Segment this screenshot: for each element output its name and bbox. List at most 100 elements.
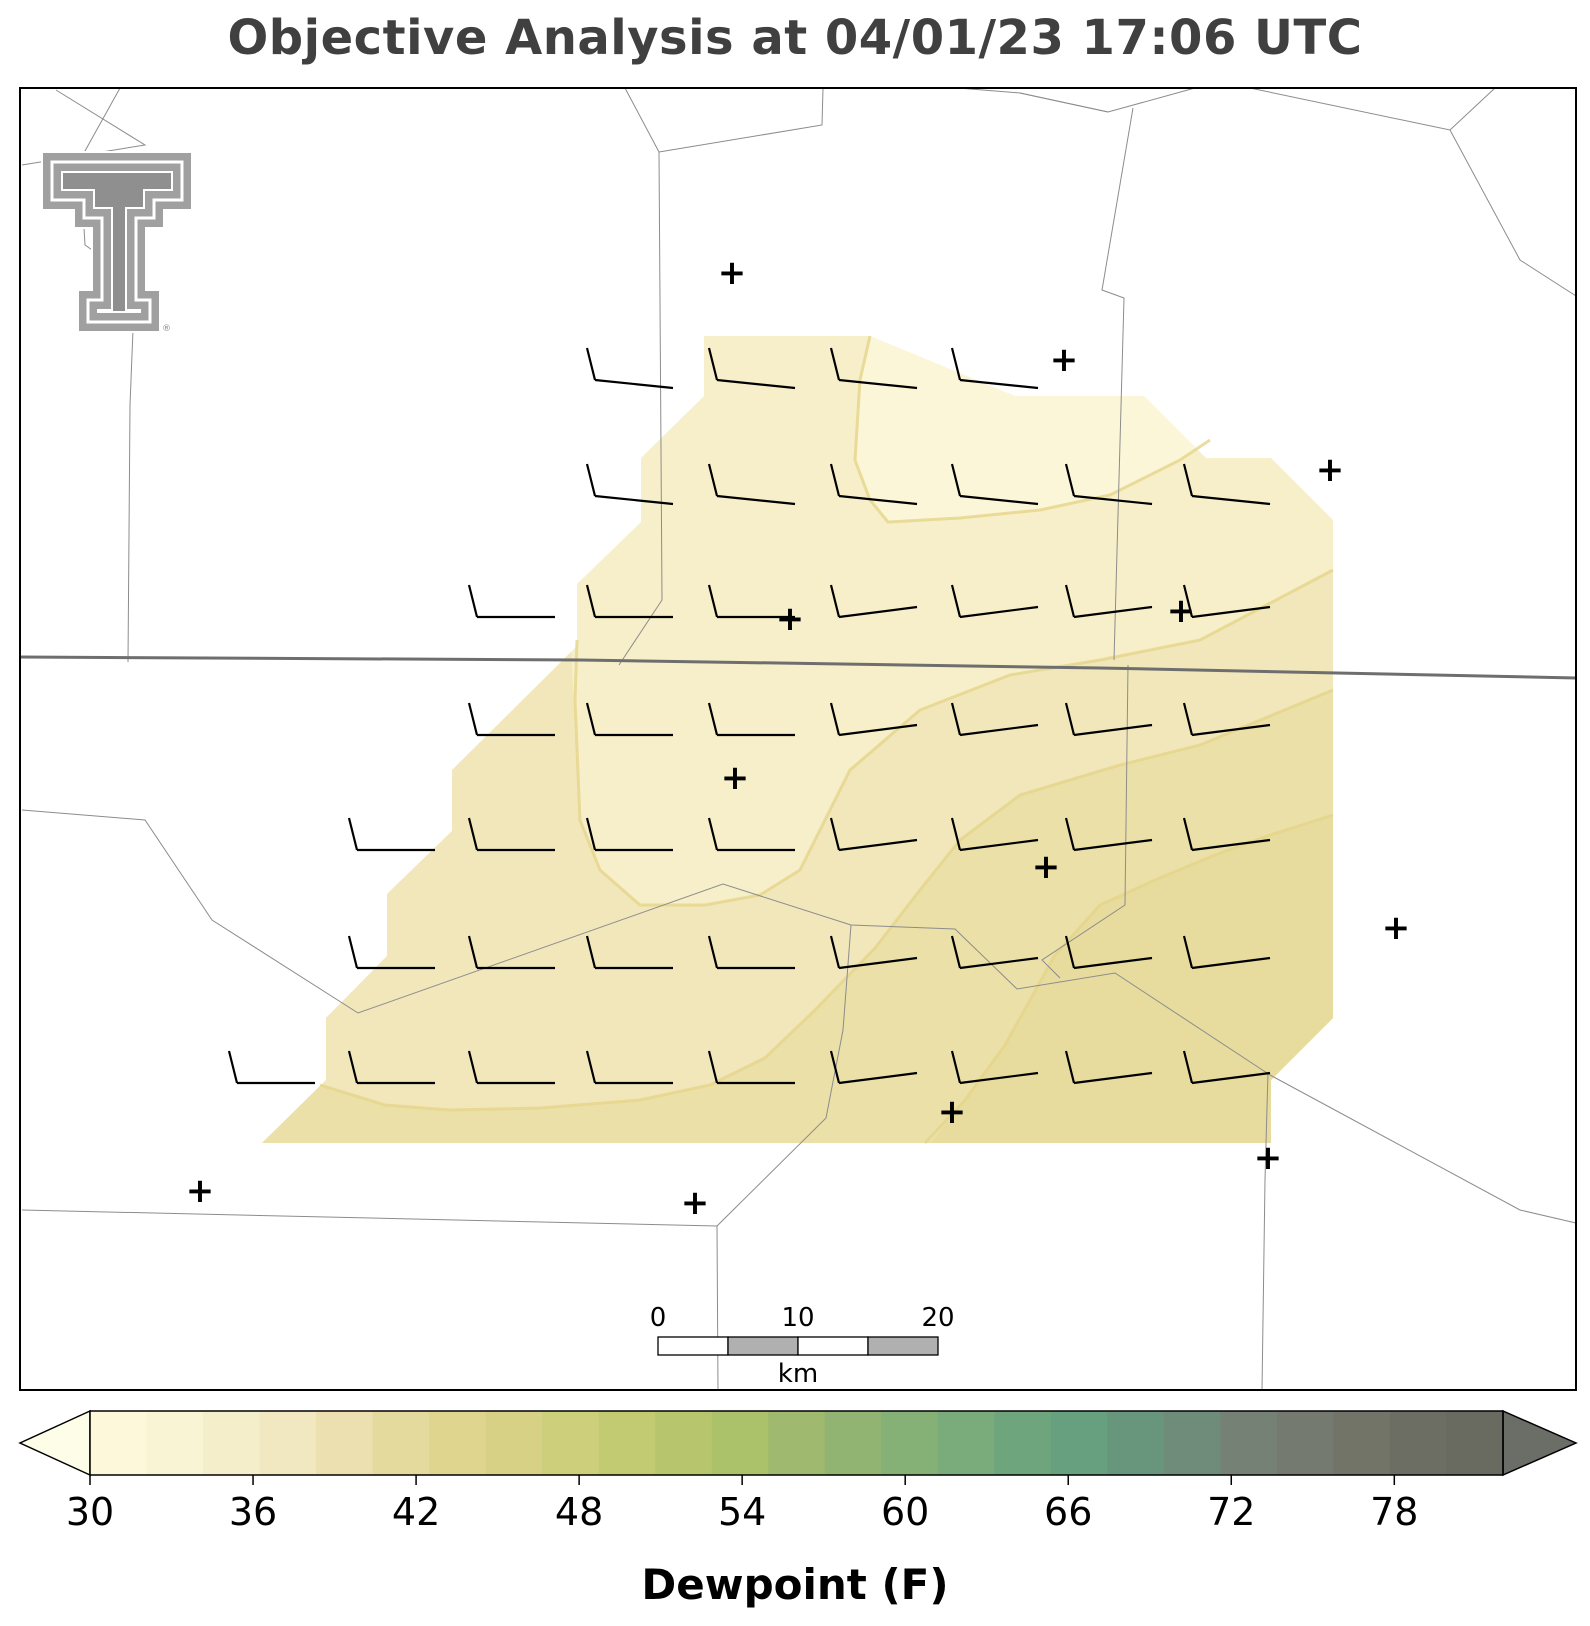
wind-barb — [829, 463, 918, 506]
colorbar-tick-label: 54 — [718, 1490, 766, 1534]
colorbar-cell — [1220, 1411, 1278, 1475]
colorbar-cell — [1446, 1411, 1504, 1475]
wind-barb — [1182, 463, 1271, 506]
colorbar-cell — [994, 1411, 1052, 1475]
county-line — [1101, 107, 1134, 661]
colorbar-cell — [881, 1411, 939, 1475]
station-marker: + — [776, 599, 805, 639]
colorbar-cell — [429, 1411, 487, 1475]
wind-barb — [585, 1050, 673, 1085]
wind-barb — [467, 817, 555, 852]
wind-barb — [1064, 1050, 1153, 1085]
wind-barb — [347, 1050, 435, 1085]
wind-barb — [1182, 935, 1271, 970]
wind-barb — [1182, 584, 1271, 619]
boundary-lines — [21, 87, 1577, 1391]
logo: ® — [41, 151, 193, 334]
wind-barb — [585, 935, 673, 970]
wind-barb — [585, 584, 673, 619]
map-title: Objective Analysis at 04/01/23 17:06 UTC — [227, 10, 1363, 66]
wind-barb — [950, 1050, 1039, 1085]
scale-label-0: 0 — [650, 1303, 667, 1333]
colorbar-cell — [146, 1411, 204, 1475]
colorbar-cell — [1107, 1411, 1165, 1475]
wind-barb — [1182, 702, 1271, 737]
colorbar-cell — [542, 1411, 600, 1475]
wind-barb — [829, 935, 918, 970]
wind-barb — [950, 584, 1039, 619]
colorbar-cell — [655, 1411, 713, 1475]
wind-barb — [585, 463, 674, 506]
station-marker: + — [1316, 450, 1345, 490]
stations: + + + + + + + + + + + + — [186, 253, 1411, 1223]
wind-barb — [950, 817, 1039, 852]
colorbar-tick-label: 36 — [229, 1490, 277, 1534]
wind-barb — [707, 584, 795, 619]
station-marker: + — [1050, 340, 1079, 380]
county-line — [1449, 129, 1577, 297]
wind-barb — [1064, 817, 1153, 852]
wind-barb — [707, 463, 796, 506]
wind-barb — [707, 347, 796, 390]
wind-barb — [1064, 702, 1153, 737]
wind-barb — [707, 935, 795, 970]
county-line — [1041, 664, 1129, 979]
wind-barb — [467, 702, 555, 737]
colorbar-cell — [1050, 1411, 1108, 1475]
station-marker: + — [718, 253, 747, 293]
wind-barb — [707, 1050, 795, 1085]
scale-bar: 0 10 20 km — [650, 1303, 955, 1389]
wind-barb — [950, 935, 1039, 970]
wind-barb — [829, 584, 918, 619]
wind-barb — [467, 584, 555, 619]
map-frame — [19, 87, 1577, 1391]
colorbar-cell — [598, 1411, 656, 1475]
colorbar-tick-label: 66 — [1044, 1490, 1092, 1534]
station-marker: + — [721, 758, 750, 798]
county-line — [716, 924, 852, 1391]
county-line — [21, 809, 1577, 1224]
wind-barb — [950, 463, 1039, 506]
colorbar-cell — [1276, 1411, 1334, 1475]
station-marker: + — [938, 1092, 967, 1132]
station-marker: + — [1032, 847, 1061, 887]
station-marker: + — [1382, 908, 1411, 948]
station-marker: + — [1254, 1138, 1283, 1178]
station-marker: + — [681, 1183, 710, 1223]
dewpoint-band-38 — [900, 815, 1333, 1143]
wind-barb — [227, 1050, 315, 1085]
colorbar-cell — [768, 1411, 826, 1475]
colorbar-cell — [1333, 1411, 1391, 1475]
colorbar-cell — [824, 1411, 882, 1475]
colorbar-label: Dewpoint (F) — [641, 1560, 949, 1609]
colorbar-tick-label: 72 — [1207, 1490, 1255, 1534]
wind-barb — [707, 817, 795, 852]
scale-segment — [867, 1336, 939, 1356]
wind-barb — [585, 817, 673, 852]
colorbar-tick-label: 78 — [1370, 1490, 1418, 1534]
wind-barb — [347, 817, 435, 852]
registered-mark: ® — [162, 324, 171, 334]
wind-barbs — [227, 347, 1271, 1085]
colorbar-cell — [711, 1411, 769, 1475]
wind-barb — [347, 935, 435, 970]
wind-barb — [829, 817, 918, 852]
colorbar-cell — [372, 1411, 430, 1475]
colorbar-tick-label: 30 — [66, 1490, 114, 1534]
scale-label-20: 20 — [921, 1303, 954, 1333]
colorbar-over-arrow — [1502, 1409, 1578, 1477]
wind-barb — [829, 1050, 918, 1085]
colorbar-under-arrow — [18, 1409, 91, 1477]
wind-barb — [1064, 935, 1153, 970]
colorbar-cell — [485, 1411, 543, 1475]
wind-barb — [1064, 463, 1153, 506]
county-line — [1261, 1071, 1269, 1391]
colorbar-tick-label: 60 — [881, 1490, 929, 1534]
county-line — [618, 87, 663, 666]
wind-barb — [585, 347, 674, 390]
colorbar-cell — [90, 1411, 148, 1475]
colorbar-cell — [203, 1411, 261, 1475]
wind-barb — [829, 702, 918, 737]
